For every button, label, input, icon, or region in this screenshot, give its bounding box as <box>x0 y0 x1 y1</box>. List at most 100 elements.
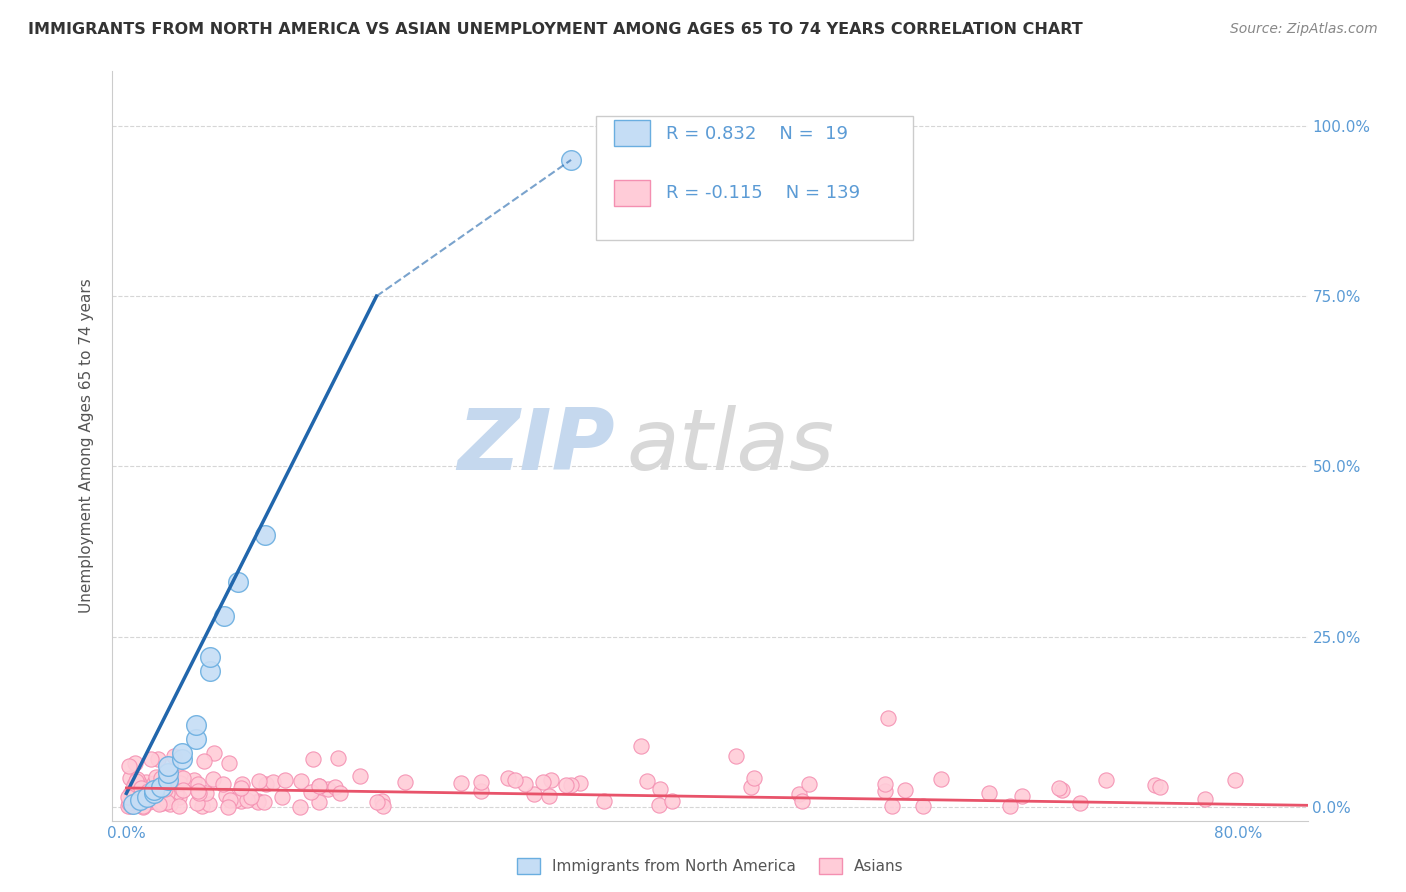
Point <box>191 799 214 814</box>
Text: IMMIGRANTS FROM NORTH AMERICA VS ASIAN UNEMPLOYMENT AMONG AGES 65 TO 74 YEARS CO: IMMIGRANTS FROM NORTH AMERICA VS ASIAN U… <box>28 22 1083 37</box>
Point <box>274 772 297 787</box>
Point <box>146 795 169 809</box>
Point <box>117 796 139 810</box>
Point <box>120 798 142 813</box>
Y-axis label: Unemployment Among Ages 65 to 74 years: Unemployment Among Ages 65 to 74 years <box>79 278 94 614</box>
Point <box>875 784 897 798</box>
Point <box>131 799 153 814</box>
Point <box>262 774 284 789</box>
Point <box>170 746 193 760</box>
Point <box>308 795 330 809</box>
Point <box>169 770 191 784</box>
Bar <box>614 180 650 206</box>
Point <box>212 609 235 624</box>
Point <box>560 153 582 167</box>
Point <box>170 752 193 766</box>
Point <box>157 772 180 787</box>
Point <box>172 782 194 797</box>
Point <box>253 795 276 809</box>
Point <box>290 773 312 788</box>
Point <box>169 775 191 789</box>
Point <box>121 790 143 805</box>
Point <box>299 784 322 798</box>
Point <box>184 718 207 732</box>
Point <box>202 746 225 760</box>
Point <box>198 797 221 811</box>
Point <box>146 752 169 766</box>
Point <box>141 779 163 793</box>
Point <box>184 731 207 746</box>
Point <box>157 766 180 780</box>
Point <box>560 779 582 793</box>
Point <box>329 786 352 800</box>
Point <box>247 773 270 788</box>
Point <box>797 777 820 791</box>
Point <box>159 797 181 811</box>
Point <box>150 771 173 785</box>
Point <box>875 777 897 791</box>
Point <box>254 777 277 791</box>
Point <box>143 783 166 797</box>
Point <box>648 781 671 796</box>
Point <box>1194 792 1216 806</box>
Point <box>1149 780 1171 794</box>
Point <box>212 777 235 791</box>
Point <box>153 784 176 798</box>
Point <box>630 739 652 753</box>
Point <box>139 752 162 766</box>
Point <box>270 790 292 805</box>
Point <box>1069 797 1091 811</box>
Point <box>188 786 211 800</box>
Text: ZIP: ZIP <box>457 404 614 488</box>
Point <box>156 795 179 809</box>
Point <box>882 798 904 813</box>
Point <box>288 799 311 814</box>
Point <box>218 756 240 770</box>
Point <box>224 793 246 807</box>
Point <box>569 776 592 790</box>
Point <box>186 796 208 810</box>
Point <box>167 789 190 804</box>
Point <box>124 779 146 793</box>
Point <box>141 791 163 805</box>
Point <box>172 771 194 785</box>
Point <box>148 797 170 812</box>
Point <box>742 772 765 786</box>
Point <box>143 786 166 800</box>
Point <box>163 748 186 763</box>
Point <box>118 771 141 785</box>
Point <box>450 776 472 790</box>
Point <box>1011 789 1033 804</box>
Point <box>308 779 330 793</box>
Text: R = 0.832    N =  19: R = 0.832 N = 19 <box>666 125 848 143</box>
Point <box>198 650 221 665</box>
Point <box>977 786 1000 800</box>
Point <box>325 780 347 794</box>
Point <box>129 785 152 799</box>
Point <box>236 792 259 806</box>
FancyBboxPatch shape <box>596 116 914 240</box>
Point <box>217 800 239 814</box>
Point <box>125 772 148 786</box>
Point <box>787 787 810 801</box>
Point <box>503 772 526 787</box>
Point <box>540 773 562 788</box>
Point <box>132 800 155 814</box>
Point <box>150 780 173 794</box>
Point <box>165 787 187 801</box>
Point <box>929 772 952 786</box>
Point <box>1050 783 1073 797</box>
Point <box>143 776 166 790</box>
Point <box>136 782 159 797</box>
Point <box>724 748 747 763</box>
Point <box>136 783 159 797</box>
Point <box>647 798 669 813</box>
Point <box>131 791 153 805</box>
Point <box>370 794 392 808</box>
Point <box>229 780 252 795</box>
Point <box>636 773 658 788</box>
Point <box>1095 772 1118 787</box>
Point <box>1223 773 1246 788</box>
Point <box>661 794 683 808</box>
Point <box>246 794 269 808</box>
